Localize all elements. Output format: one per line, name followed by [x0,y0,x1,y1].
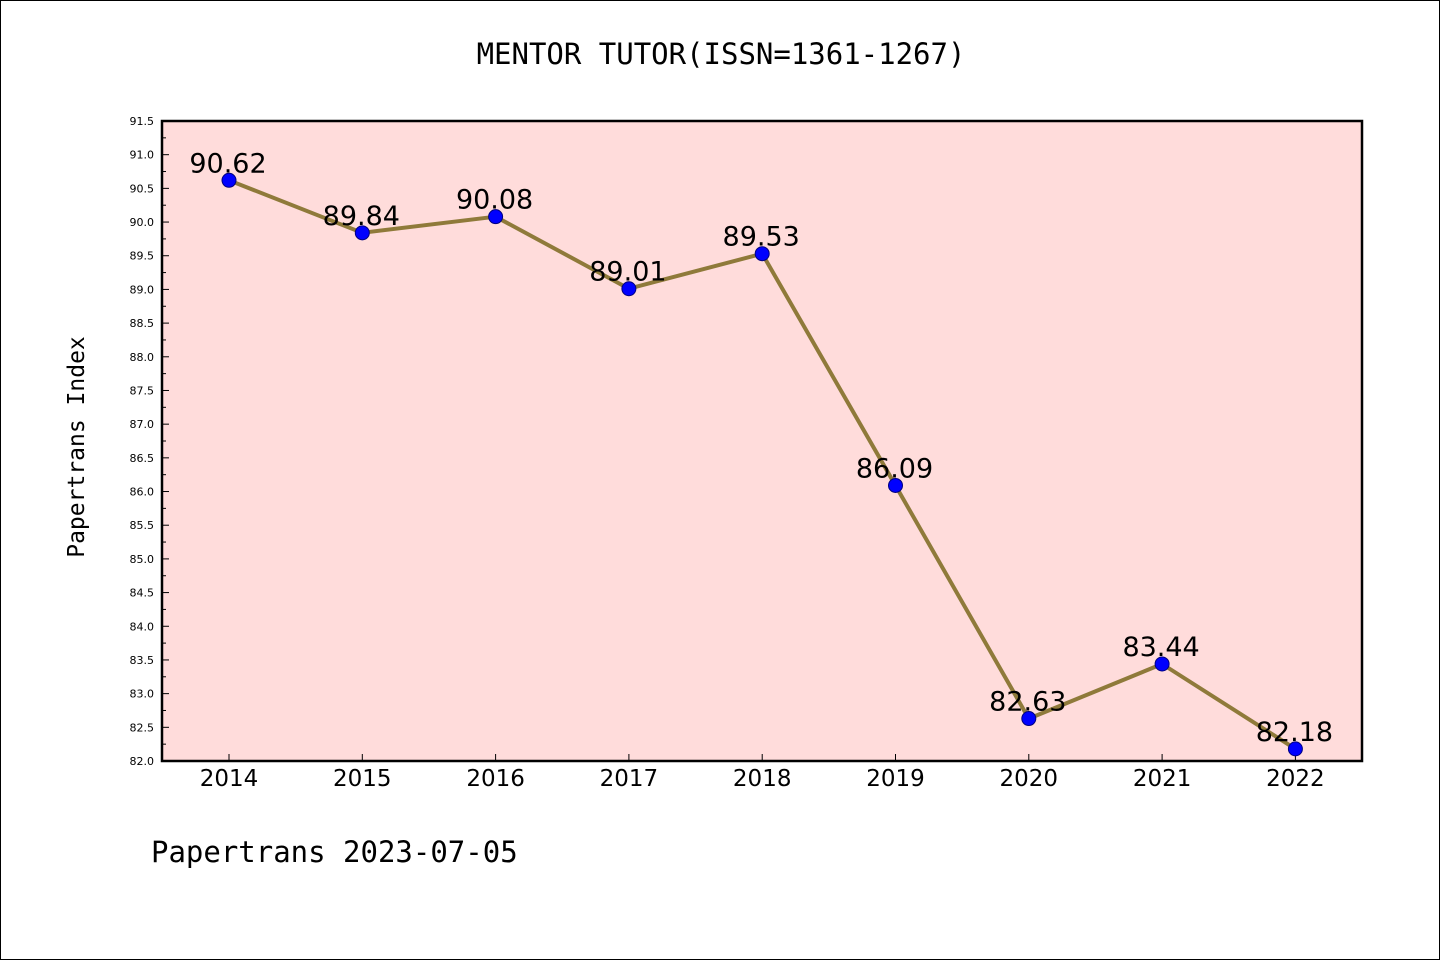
chart-title: MENTOR TUTOR(ISSN=1361-1267) [476,37,966,71]
x-tick-label: 2015 [333,766,392,792]
y-tick-label: 89.5 [130,250,155,263]
data-point [221,172,237,188]
data-point [621,281,637,297]
data-point [888,477,903,493]
y-tick-label: 90.5 [130,182,155,195]
data-label: 89.53 [723,222,800,253]
data-point [1287,741,1303,757]
data-label: 82.18 [1256,717,1333,748]
x-tick-label: 2017 [600,766,659,792]
x-tick-label: 2014 [200,766,259,792]
y-tick-label: 84.0 [130,620,155,633]
y-axis-ticks: 82.0 82.5 83.0 83.5 84.0 84.5 85.0 85.5 86.0 86.5… [130,115,169,768]
y-tick-label: 85.0 [130,553,155,566]
y-tick-label: 91.5 [130,115,155,128]
x-tick-label: 2021 [1133,766,1192,792]
data-label-group: 90.62 89.84 90.08 89.01 89.53 86.09 82.63 83.44… [189,148,1333,748]
y-tick-label: 86.5 [130,452,155,465]
y-tick-label: 83.0 [130,688,155,701]
x-tick-label: 2016 [466,766,525,792]
y-tick-label: 84.5 [130,587,155,600]
data-point-group [221,172,1303,757]
y-tick-label: 91.0 [130,149,155,162]
x-tick-label: 2020 [1000,766,1059,792]
data-label: 82.63 [989,687,1066,718]
y-tick-label: 88.0 [130,351,155,364]
data-point [488,209,504,225]
data-label: 90.08 [456,185,533,216]
data-point [1154,656,1170,672]
y-tick-label: 86.0 [130,486,155,499]
y-tick-label: 82.0 [130,755,155,768]
x-tick-label: 2018 [733,766,792,792]
x-axis-ticks: 2014 2015 2016 2017 2018 2019 2020 2021 2022 [200,754,1325,792]
data-label: 86.09 [856,453,933,484]
y-tick-label: 90.0 [130,216,155,229]
y-tick-label: 82.5 [130,721,155,734]
footer-note: Papertrans 2023-07-05 [151,835,518,869]
y-tick-label: 88.5 [130,317,155,330]
y-tick-label: 87.0 [130,418,155,431]
data-label: 89.84 [323,201,400,232]
y-tick-label: 83.5 [130,654,155,667]
x-tick-label: 2022 [1266,766,1325,792]
x-tick-label: 2019 [866,766,925,792]
data-point [354,225,370,241]
data-point [1021,711,1037,727]
y-tick-label: 85.5 [130,519,155,532]
y-tick-label: 87.5 [130,384,155,397]
data-label: 90.62 [189,148,266,179]
data-point [754,246,770,262]
data-label: 89.01 [589,257,666,288]
y-tick-label: 89.0 [130,283,155,296]
data-label: 83.44 [1122,632,1199,663]
